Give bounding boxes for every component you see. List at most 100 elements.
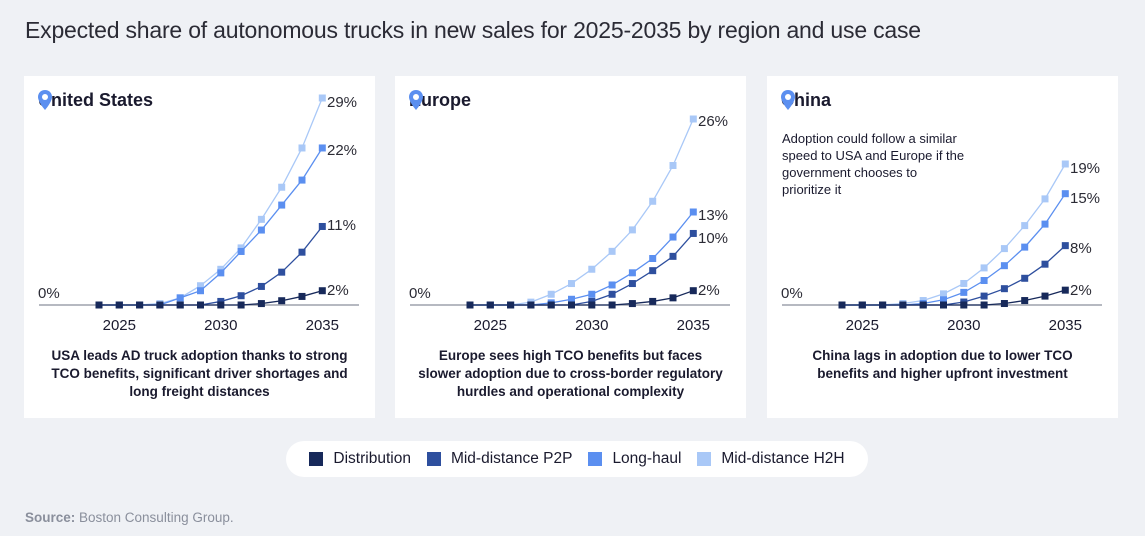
data-point [669,162,677,169]
data-point [1041,260,1049,268]
data-point [608,247,616,255]
data-point [95,301,103,309]
data-point [527,301,535,309]
region-name: United States [38,90,154,110]
x-tick-label: 2030 [947,317,980,334]
data-point [940,296,947,304]
data-point [318,222,326,230]
data-point [257,215,265,223]
region-caption: USA leads AD truck adoption thanks to st… [51,348,348,399]
data-point [1000,300,1008,308]
region-note: Adoption could follow a similar speed to… [782,131,965,197]
data-point [298,144,306,152]
data-point [980,264,988,272]
data-point [1021,297,1029,305]
data-point [628,269,636,277]
x-tick-label: 2030 [575,317,608,334]
data-point [257,282,265,290]
location-pin-icon [38,90,52,110]
data-point [1000,245,1008,253]
end-value-label: 22% [327,142,357,159]
data-point [1000,262,1008,270]
data-point [649,255,657,262]
x-tick-label: 2035 [306,317,339,334]
data-point [1061,190,1069,198]
series-line [99,226,323,306]
x-tick-label: 2035 [1049,317,1082,334]
data-point [278,268,286,276]
data-point [115,301,123,309]
data-point [608,281,616,289]
data-point [298,292,306,300]
end-value-label: 15% [1070,190,1100,207]
data-point [1061,160,1069,168]
data-point [547,290,555,298]
data-point [466,301,474,309]
source-note: Source: Boston Consulting Group. [25,510,234,525]
end-value-label: 26% [698,113,728,130]
end-value-label: 2% [698,282,720,299]
data-point [879,301,887,309]
end-value-label: 8% [1070,240,1092,257]
data-point [628,226,636,234]
data-point [217,301,225,309]
data-point [176,294,184,302]
x-tick-label: 2025 [474,317,507,334]
series-line [99,97,323,306]
page-title: Expected share of autonomous trucks in n… [25,17,921,43]
data-point [486,301,494,309]
data-point [318,287,326,295]
data-point [298,176,306,184]
x-tick-label: 2025 [846,317,879,334]
chart-china: 0% 2025 2030 2035 2% 8% 15% 19% [781,160,1102,334]
x-tick-label: 2025 [103,317,136,334]
series-line [99,147,323,306]
zero-label: 0% [38,285,60,302]
data-point [588,297,596,305]
legend-label: Mid-distance H2H [721,450,845,467]
end-value-label: 19% [1070,160,1100,177]
chart-europe: 0% 2025 2030 2035 2% 10% 13% 26% [409,113,730,334]
data-point [1041,195,1049,203]
data-point [980,292,988,300]
legend-label: Long-haul [612,450,682,467]
end-value-label: 13% [698,207,728,224]
data-point [237,247,245,255]
data-point [689,287,697,295]
data-point [1021,222,1029,230]
data-point [176,301,184,309]
data-point [278,297,286,305]
data-point [197,301,204,309]
data-point [237,292,245,300]
zero-label: 0% [781,285,803,302]
data-point [318,94,326,102]
region-caption: Europe sees high TCO benefits but faces … [418,348,723,399]
data-point [547,301,555,309]
data-point [217,265,225,273]
end-value-label: 2% [327,282,349,299]
chart-united-states: 0% 2025 2030 2035 2% 11% 22% 29% [38,94,359,334]
data-point [568,295,575,303]
data-point [649,297,657,305]
series-line [470,233,694,306]
legend-item-distribution: Distribution [309,450,411,468]
region-header: Europe [409,90,471,111]
location-pin-icon [409,90,423,110]
data-point [217,269,225,277]
x-tick-label: 2035 [677,317,710,334]
zero-label: 0% [409,285,431,302]
end-value-label: 10% [698,230,728,247]
source-label: Source: [25,510,76,525]
data-point [628,280,636,288]
location-pin-icon [781,90,795,110]
data-point [669,294,677,302]
data-point [960,288,968,296]
source-text: Boston Consulting Group. [75,510,234,525]
data-point [318,144,326,152]
legend: Distribution Mid-distance P2P Long-haul … [286,441,868,477]
data-point [980,301,988,309]
data-point [278,201,286,209]
data-point [1021,274,1029,282]
data-point [628,300,636,308]
panel-united-states: United States 0% 2025 2030 2035 2% 11% 22% 29% … [24,76,375,418]
